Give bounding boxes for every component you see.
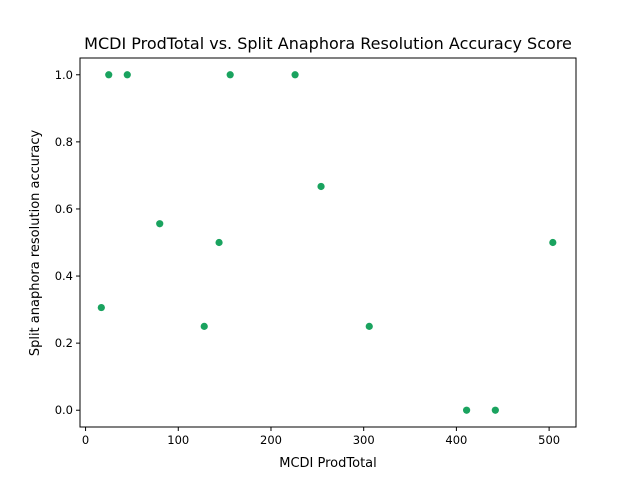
y-tick-label: 0.2 [55, 336, 73, 350]
y-tick-label: 0.6 [55, 202, 73, 216]
y-tick-label: 0.8 [55, 135, 73, 149]
data-point [291, 71, 299, 79]
data-point [97, 303, 105, 312]
chart-title: MCDI ProdTotal vs. Split Anaphora Resolu… [84, 34, 572, 53]
data-point [549, 238, 557, 247]
y-tick-label: 1.0 [55, 68, 73, 82]
data-point [105, 71, 113, 79]
x-tick-label: 400 [445, 433, 467, 447]
x-axis-label: MCDI ProdTotal [279, 456, 377, 471]
data-point [215, 238, 223, 247]
data-point [123, 71, 131, 79]
x-tick-label: 100 [167, 433, 189, 447]
x-tick-label: 500 [538, 433, 560, 447]
plot-frame [79, 57, 577, 428]
data-point [463, 406, 471, 414]
y-axis-label: Split anaphora resolution accuracy [28, 130, 43, 357]
data-point [156, 220, 164, 228]
data-point [226, 71, 234, 79]
y-tick-label: 0.4 [55, 269, 73, 283]
data-point [317, 182, 325, 191]
data-point [200, 322, 208, 330]
x-tick-label: 300 [353, 433, 375, 447]
x-tick-label: 200 [260, 433, 282, 447]
data-point [491, 406, 499, 414]
x-tick-label: 0 [82, 433, 89, 447]
data-point [365, 322, 373, 330]
y-tick-label: 0.0 [55, 403, 73, 417]
